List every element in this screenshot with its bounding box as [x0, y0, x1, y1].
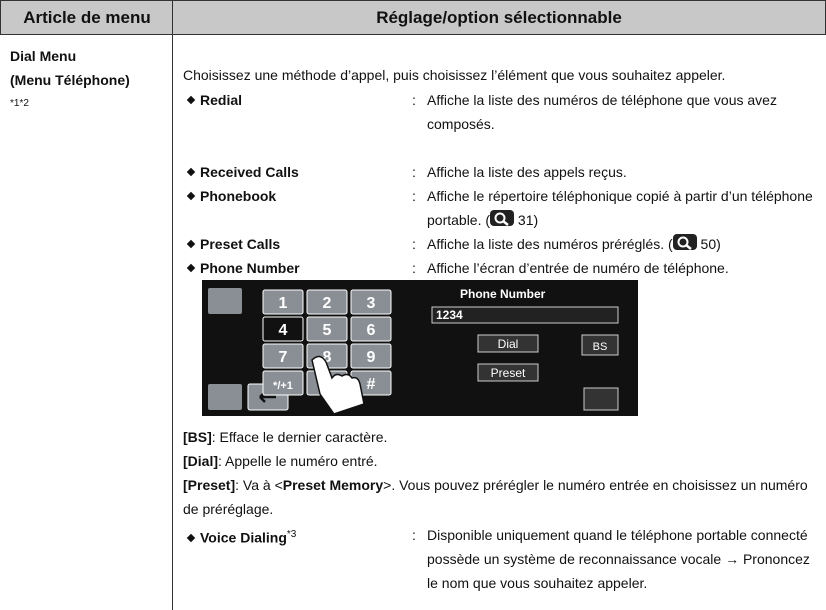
header-col1: Article de menu [23, 8, 151, 27]
note: [Preset]: Va à <Preset Memory>. Vous pou… [183, 473, 813, 521]
page-ref: 31) [514, 212, 539, 228]
search-glyph [494, 212, 509, 226]
key-label: 1 [279, 295, 288, 312]
bs-text: BS [593, 341, 608, 353]
note: [Dial]: Appelle le numéro entré. [183, 449, 813, 473]
key [262, 343, 304, 369]
note-key: [Preset] [183, 477, 236, 493]
preset-button [477, 363, 539, 382]
note: [BS]: Efface le dernier caractère. [183, 425, 813, 449]
key [306, 316, 348, 342]
vol-up [208, 288, 242, 314]
preset-text: Preset [491, 366, 526, 380]
number-text: 1234 [436, 308, 463, 322]
search-icon [490, 210, 515, 226]
note-rest: >. Vous pouvez prérégler le numéro entré… [183, 477, 808, 517]
dial-text: Dial [498, 337, 519, 351]
colon: : [412, 236, 416, 252]
notes: [BS]: Efface le dernier caractère. [Dial… [183, 425, 813, 521]
note-text: : Va à < [235, 477, 283, 493]
voice-note: *3 [286, 529, 297, 540]
note-bold: Preset Memory [282, 477, 384, 493]
colon: : [412, 188, 416, 204]
option-term-text: Redial [200, 92, 243, 108]
bullet [186, 264, 196, 273]
search-icon [672, 234, 697, 250]
voice-term-text: Voice Dialing [200, 529, 287, 546]
key [306, 289, 348, 315]
option-description: Affiche la liste des appels reçus. [427, 160, 819, 184]
menu-name: Dial Menu [10, 48, 77, 64]
key-label: 9 [367, 349, 376, 366]
option-description: Affiche l’écran d’entrée de numéro de té… [427, 256, 819, 280]
number-field [431, 306, 619, 324]
option-term: Preset Calls [185, 232, 280, 256]
key-label: 8 [323, 349, 332, 366]
key-label: 3 [367, 295, 376, 312]
colon: : [412, 260, 416, 276]
key-label: */+1 [273, 380, 293, 392]
exit-button [583, 387, 619, 411]
key-label: 7 [279, 349, 288, 366]
voice-description: Disponible uniquement quand le téléphone… [427, 527, 810, 591]
page-ref: 50) [696, 236, 721, 252]
bullet [186, 96, 196, 105]
column-divider [172, 0, 173, 610]
key [350, 289, 392, 315]
option-description-text: Affiche la liste des appels reçus. [427, 164, 627, 180]
header-col2: Réglage/option sélectionnable [376, 8, 622, 27]
key [262, 370, 304, 396]
key [262, 289, 304, 315]
option-description-text: Affiche le répertoire téléphonique copié… [427, 188, 813, 228]
intro: Choisissez une méthode d’appel, puis cho… [183, 67, 726, 83]
bs-button [581, 334, 619, 356]
voice-term: Voice Dialing*3 [185, 523, 296, 550]
option-description-text: Affiche la liste des numéros de téléphon… [427, 92, 777, 132]
table-header: Article de menu Réglage/option sélection… [0, 0, 826, 35]
bullet [186, 533, 196, 543]
note-text: : Appelle le numéro entré. [218, 453, 378, 469]
note-key: [Dial] [183, 453, 218, 469]
bullet [186, 168, 196, 177]
option-term: Redial [185, 88, 242, 112]
colon: : [412, 164, 416, 180]
option-term-text: Preset Calls [200, 236, 281, 252]
option-term-text: Phonebook [200, 188, 277, 204]
dial-button [477, 334, 539, 353]
key [350, 316, 392, 342]
key-label: # [367, 376, 376, 393]
option-description: Affiche la liste des numéros de téléphon… [427, 88, 819, 136]
menu-notes: *1*2 [10, 98, 29, 109]
key [350, 343, 392, 369]
option-term: Phonebook [185, 184, 276, 208]
vol-down [208, 384, 242, 410]
hand-icon [311, 355, 365, 415]
colon: : [412, 527, 416, 543]
bullet [186, 240, 196, 249]
note-key: [BS] [183, 429, 212, 445]
option-description-text: Affiche l’écran d’entrée de numéro de té… [427, 260, 729, 276]
key-label: 4 [279, 322, 288, 339]
option-description: Affiche le répertoire téléphonique copié… [427, 184, 819, 232]
option-term: Received Calls [185, 160, 299, 184]
key [262, 316, 304, 342]
bullet [186, 192, 196, 201]
search-glyph [677, 236, 692, 250]
menu-label: (Menu Téléphone) *1*2 [10, 68, 130, 119]
screen-title: Phone Number [460, 287, 546, 301]
menu-item: Dial Menu (Menu Téléphone) *1*2 [10, 44, 160, 119]
option-term-text: Phone Number [200, 260, 300, 276]
menu-label-text: (Menu Téléphone) [10, 72, 130, 88]
key-label: 6 [367, 322, 376, 339]
option-term-text: Received Calls [200, 164, 299, 180]
colon: : [412, 92, 416, 108]
option-description-text: Affiche la liste des numéros préréglés. … [427, 236, 673, 252]
key-label: 2 [323, 295, 332, 312]
option-description: Affiche la liste des numéros préréglés. … [427, 232, 819, 256]
key-label: 5 [323, 322, 332, 339]
note-text: : Efface le dernier caractère. [211, 429, 388, 445]
option-term: Phone Number [185, 256, 300, 280]
